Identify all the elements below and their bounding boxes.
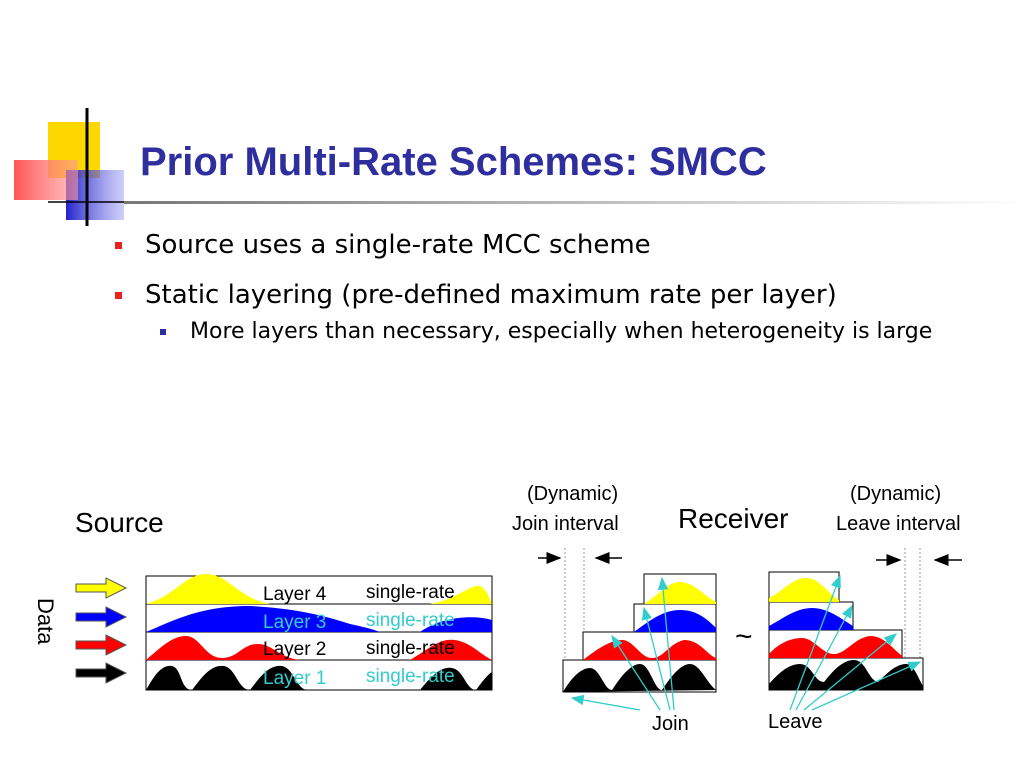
source-wave-layer1b bbox=[420, 667, 492, 690]
sub-bullet-item: More layers than necessary, especially w… bbox=[157, 316, 992, 348]
input-arrow-layer3 bbox=[75, 606, 128, 628]
source-layer-stack bbox=[145, 574, 493, 691]
slide-title: Prior Multi-Rate Schemes: SMCC bbox=[140, 140, 767, 184]
source-wave-layer4 bbox=[146, 574, 270, 604]
layer-2-mode: single-rate bbox=[366, 638, 455, 659]
source-wave-layer3 bbox=[146, 606, 380, 632]
leave-wave-layer4 bbox=[769, 578, 839, 602]
layer-1-name: Layer 1 bbox=[263, 668, 326, 689]
logo-red-square bbox=[14, 160, 78, 200]
source-wave-layer3b bbox=[420, 617, 492, 632]
input-arrows bbox=[75, 577, 128, 684]
leave-interval-line1: (Dynamic) bbox=[850, 483, 941, 505]
layer-labels: Layer 4 single-rate Layer 3 single-rate … bbox=[263, 582, 455, 689]
input-arrow-layer2 bbox=[75, 634, 128, 656]
data-label: Data bbox=[33, 598, 58, 645]
join-interval-line1: (Dynamic) bbox=[527, 483, 618, 505]
join-receiver-stack bbox=[562, 573, 717, 693]
receiver-label: Receiver bbox=[678, 503, 788, 534]
source-wave-layer2b bbox=[410, 639, 492, 660]
join-arrows bbox=[570, 576, 675, 711]
join-wave-layer3 bbox=[634, 610, 716, 632]
bullet-item: Source uses a single-rate MCC scheme bbox=[112, 228, 992, 262]
leave-label: Leave bbox=[768, 711, 823, 733]
bullet-list: Source uses a single-rate MCC scheme Sta… bbox=[112, 228, 992, 348]
join-label: Join bbox=[652, 713, 689, 735]
smcc-diagram: Source Data Layer 4 single-rate Layer 3 … bbox=[33, 483, 962, 735]
leave-arrows bbox=[789, 574, 922, 711]
decorative-logo bbox=[14, 108, 140, 226]
leave-wave-layer2 bbox=[769, 636, 902, 658]
leave-wave-layer3 bbox=[769, 608, 853, 630]
source-label: Source bbox=[75, 507, 164, 538]
title-underline bbox=[124, 201, 1024, 204]
layer-2-name: Layer 2 bbox=[263, 639, 326, 660]
bullet-item: Static layering (pre-defined maximum rat… bbox=[112, 278, 992, 312]
layer-4-mode: single-rate bbox=[366, 582, 455, 603]
join-interval-annotation: (Dynamic) Join interval bbox=[512, 483, 622, 692]
tilde-symbol: ~ bbox=[735, 620, 753, 653]
leave-interval-line2: Leave interval bbox=[836, 513, 961, 535]
input-arrow-layer4 bbox=[75, 577, 128, 599]
join-interval-line2: Join interval bbox=[512, 513, 619, 535]
layer-4-name: Layer 4 bbox=[263, 584, 327, 605]
leave-interval-annotation: (Dynamic) Leave interval bbox=[836, 483, 962, 658]
layer-3-mode: single-rate bbox=[366, 610, 455, 631]
layer-1-mode: single-rate bbox=[366, 666, 455, 687]
layer-3-name: Layer 3 bbox=[263, 612, 326, 633]
source-wave-layer1 bbox=[146, 665, 308, 690]
input-arrow-layer1 bbox=[75, 662, 128, 684]
leave-receiver-stack bbox=[768, 571, 924, 691]
source-wave-layer4b bbox=[430, 586, 492, 604]
join-wave-layer4 bbox=[644, 582, 716, 604]
source-wave-layer2 bbox=[146, 636, 300, 660]
